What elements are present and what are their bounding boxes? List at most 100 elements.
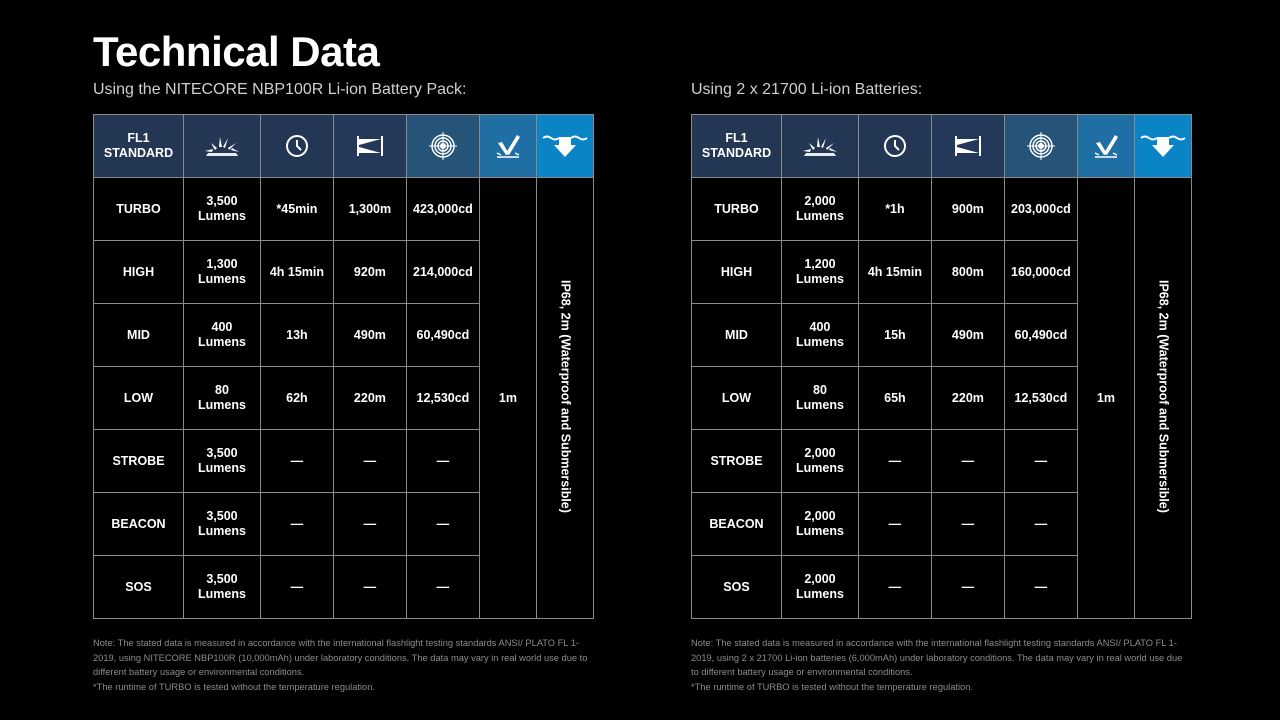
cell-output: 3,500 Lumens bbox=[183, 492, 261, 556]
table-row: LOW 80 Lumens 65h 220m 12,530cd bbox=[691, 366, 1192, 430]
cell-output: 80 Lumens bbox=[781, 366, 859, 430]
cell-intensity: — bbox=[1003, 555, 1078, 619]
cell-intensity: 214,000cd bbox=[405, 240, 480, 304]
cell-output: 80 Lumens bbox=[183, 366, 261, 430]
cell-intensity: 12,530cd bbox=[1003, 366, 1078, 430]
cell-intensity: — bbox=[405, 555, 480, 619]
cell-runtime: 15h bbox=[857, 303, 932, 367]
footnote: *The runtime of TURBO is tested without … bbox=[691, 681, 973, 692]
runtime-clock-icon bbox=[259, 114, 334, 178]
table-row: TURBO 3,500 Lumens *45min 1,300m 423,000cd 1m… bbox=[93, 177, 594, 619]
cell-runtime: — bbox=[857, 555, 932, 619]
note: Note: The stated data is measured in acc… bbox=[691, 636, 1191, 694]
cell-distance: — bbox=[332, 492, 407, 556]
cell-distance: — bbox=[930, 555, 1005, 619]
table-row: BEACON 3,500 Lumens — — — bbox=[93, 492, 594, 556]
note: Note: The stated data is measured in acc… bbox=[93, 636, 593, 694]
cell-intensity: 160,000cd bbox=[1003, 240, 1078, 304]
cell-distance: — bbox=[332, 429, 407, 493]
table-row: SOS 3,500 Lumens — — — bbox=[93, 555, 594, 619]
page-title: Technical Data bbox=[93, 28, 380, 75]
beam-distance-icon bbox=[332, 114, 407, 178]
cell-runtime: 65h bbox=[857, 366, 932, 430]
note-text: Note: The stated data is measured in acc… bbox=[691, 638, 1183, 677]
cell-output: 2,000 Lumens bbox=[781, 429, 859, 493]
cell-distance: 1,300m bbox=[332, 177, 407, 241]
cell-mode: LOW bbox=[691, 366, 782, 430]
cell-mode: SOS bbox=[691, 555, 782, 619]
table-row: TURBO 2,000 Lumens *1h 900m 203,000cd 1m IP68,… bbox=[691, 177, 1192, 619]
impact-resistance-icon bbox=[478, 114, 537, 178]
cell-intensity: — bbox=[1003, 492, 1078, 556]
cell-distance: 800m bbox=[930, 240, 1005, 304]
table-row: STROBE 2,000 Lumens — — — bbox=[691, 429, 1192, 493]
cell-mode: SOS bbox=[93, 555, 184, 619]
cell-mode: BEACON bbox=[93, 492, 184, 556]
cell-runtime: — bbox=[259, 555, 334, 619]
cell-runtime: — bbox=[259, 492, 334, 556]
cell-intensity: 12,530cd bbox=[405, 366, 480, 430]
cell-output: 3,500 Lumens bbox=[183, 429, 261, 493]
table-subtitle: Using the NITECORE NBP100R Li-ion Batter… bbox=[93, 81, 467, 98]
waterproof-value: IP68, 2m (Waterproof and Submersible) bbox=[1156, 279, 1171, 513]
cell-intensity: 60,490cd bbox=[1003, 303, 1078, 367]
cell-intensity: — bbox=[405, 492, 480, 556]
cell-runtime: *1h bbox=[857, 177, 932, 241]
header-row: FL1 STANDARD bbox=[691, 114, 1192, 178]
cell-output: 2,000 Lumens bbox=[781, 555, 859, 619]
impact-resistance-value: 1m bbox=[478, 177, 537, 619]
cell-intensity: — bbox=[1003, 429, 1078, 493]
table-subtitle: Using 2 x 21700 Li-ion Batteries: bbox=[691, 81, 923, 98]
runtime-clock-icon bbox=[857, 114, 932, 178]
cell-mode: HIGH bbox=[93, 240, 184, 304]
cell-runtime: 4h 15min bbox=[857, 240, 932, 304]
beam-distance-icon bbox=[930, 114, 1005, 178]
table-row: HIGH 1,300 Lumens 4h 15min 920m 214,000cd bbox=[93, 240, 594, 304]
cell-distance: 490m bbox=[930, 303, 1005, 367]
cell-output: 2,000 Lumens bbox=[781, 177, 859, 241]
cell-distance: 220m bbox=[930, 366, 1005, 430]
table-row: LOW 80 Lumens 62h 220m 12,530cd bbox=[93, 366, 594, 430]
cell-intensity: 203,000cd bbox=[1003, 177, 1078, 241]
peak-intensity-icon bbox=[1003, 114, 1078, 178]
cell-intensity: — bbox=[405, 429, 480, 493]
cell-runtime: 13h bbox=[259, 303, 334, 367]
waterproof-cell: IP68, 2m (Waterproof and Submersible) bbox=[1133, 177, 1192, 619]
cell-mode: TURBO bbox=[93, 177, 184, 241]
cell-runtime: — bbox=[857, 492, 932, 556]
tech-data-table: FL1 STANDARD TURBO 3,500 Lumens *45min 1,300… bbox=[93, 114, 594, 619]
cell-distance: 900m bbox=[930, 177, 1005, 241]
header-row: FL1 STANDARD bbox=[93, 114, 594, 178]
waterproof-icon bbox=[535, 114, 594, 178]
cell-mode: STROBE bbox=[93, 429, 184, 493]
cell-output: 3,500 Lumens bbox=[183, 177, 261, 241]
table-row: SOS 2,000 Lumens — — — bbox=[691, 555, 1192, 619]
waterproof-icon bbox=[1133, 114, 1192, 178]
cell-intensity: 423,000cd bbox=[405, 177, 480, 241]
cell-distance: — bbox=[930, 429, 1005, 493]
cell-mode: TURBO bbox=[691, 177, 782, 241]
cell-distance: 490m bbox=[332, 303, 407, 367]
cell-distance: 920m bbox=[332, 240, 407, 304]
cell-output: 400 Lumens bbox=[781, 303, 859, 367]
cell-output: 1,200 Lumens bbox=[781, 240, 859, 304]
fl1-standard-header: FL1 STANDARD bbox=[93, 114, 184, 178]
cell-mode: LOW bbox=[93, 366, 184, 430]
cell-runtime: 62h bbox=[259, 366, 334, 430]
cell-distance: — bbox=[930, 492, 1005, 556]
cell-intensity: 60,490cd bbox=[405, 303, 480, 367]
brightness-icon bbox=[183, 114, 261, 178]
fl1-standard-header: FL1 STANDARD bbox=[691, 114, 782, 178]
cell-distance: — bbox=[332, 555, 407, 619]
table-row: STROBE 3,500 Lumens — — — bbox=[93, 429, 594, 493]
cell-mode: HIGH bbox=[691, 240, 782, 304]
cell-mode: BEACON bbox=[691, 492, 782, 556]
cell-mode: MID bbox=[93, 303, 184, 367]
brightness-icon bbox=[781, 114, 859, 178]
cell-runtime: *45min bbox=[259, 177, 334, 241]
table-row: MID 400 Lumens 13h 490m 60,490cd bbox=[93, 303, 594, 367]
cell-output: 1,300 Lumens bbox=[183, 240, 261, 304]
cell-output: 3,500 Lumens bbox=[183, 555, 261, 619]
impact-resistance-icon bbox=[1076, 114, 1135, 178]
waterproof-value: IP68, 2m (Waterproof and Submersible) bbox=[558, 279, 573, 513]
